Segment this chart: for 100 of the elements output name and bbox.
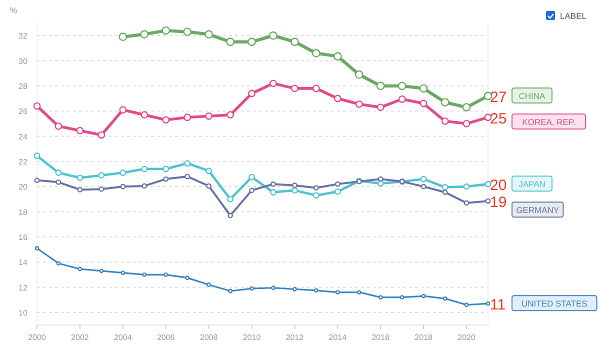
point <box>314 288 318 293</box>
point <box>462 103 471 112</box>
point <box>183 28 192 36</box>
point <box>463 183 470 190</box>
point <box>292 286 297 292</box>
point <box>250 286 254 291</box>
point <box>335 290 340 294</box>
point <box>420 176 427 182</box>
x-tick-label: 2002 <box>71 333 90 342</box>
point <box>271 286 276 290</box>
point <box>292 182 298 188</box>
point <box>464 200 470 206</box>
point <box>248 38 256 46</box>
data-label: 25 <box>490 110 507 128</box>
point <box>270 189 276 196</box>
x-tick-label: 2000 <box>28 333 46 342</box>
point <box>98 186 104 192</box>
point <box>312 84 320 92</box>
point <box>228 212 233 218</box>
point <box>98 172 105 178</box>
point <box>119 106 127 114</box>
point <box>376 82 385 90</box>
point <box>291 84 298 92</box>
point <box>420 100 428 108</box>
y-tick-label: 12 <box>18 283 28 292</box>
point <box>464 302 469 308</box>
x-tick-label: 2008 <box>200 333 218 342</box>
data-label: 19 <box>490 194 507 212</box>
point <box>77 187 83 192</box>
y-tick-label: 14 <box>18 258 28 268</box>
point <box>76 174 84 181</box>
point <box>55 170 62 176</box>
point <box>333 52 342 61</box>
y-tick-label: 22 <box>18 157 28 166</box>
point <box>34 178 40 183</box>
point <box>98 131 106 139</box>
point <box>486 301 490 306</box>
point <box>163 176 169 182</box>
point <box>378 176 384 182</box>
text: UNITED STATES <box>521 298 588 309</box>
point <box>141 166 148 172</box>
point <box>312 49 320 58</box>
point <box>270 181 276 187</box>
point <box>33 102 41 110</box>
point <box>248 174 255 180</box>
point <box>421 294 426 298</box>
point <box>120 170 126 176</box>
point <box>377 180 384 187</box>
point <box>355 100 363 108</box>
point <box>440 98 450 106</box>
point <box>420 184 426 190</box>
point <box>442 190 448 195</box>
point <box>227 196 234 202</box>
text: CHINA <box>518 90 546 101</box>
x-tick-label: 2016 <box>372 333 390 342</box>
point <box>226 38 234 46</box>
point <box>78 266 82 272</box>
point <box>248 90 256 98</box>
point <box>400 295 404 300</box>
y-tick-label: 26 <box>18 107 28 116</box>
point <box>120 270 126 275</box>
point <box>485 198 491 204</box>
point <box>270 80 277 88</box>
y-tick-label: 30 <box>18 56 28 66</box>
x-tick-label: 2010 <box>242 333 262 342</box>
point <box>441 117 449 125</box>
point <box>354 70 364 79</box>
point <box>118 32 128 42</box>
point <box>442 184 448 190</box>
point <box>292 187 298 194</box>
point <box>226 111 234 119</box>
text: KOREA, REP. <box>522 116 576 127</box>
text: GERMANY <box>516 205 560 216</box>
point <box>56 261 61 266</box>
point <box>140 111 148 119</box>
point <box>184 160 191 167</box>
text: JAPAN <box>518 179 546 190</box>
data-label: 27 <box>490 88 507 106</box>
y-tick-label: 32 <box>18 32 28 41</box>
x-tick-label: 2006 <box>156 333 176 342</box>
point <box>378 295 383 300</box>
point <box>120 184 126 190</box>
y-tick-label: 16 <box>18 232 28 242</box>
point <box>269 31 278 40</box>
point <box>206 183 212 189</box>
point <box>142 272 147 277</box>
point <box>142 183 148 189</box>
point <box>162 26 170 35</box>
point <box>34 152 40 159</box>
point <box>376 104 384 112</box>
point <box>54 122 62 130</box>
x-tick-label: 2004 <box>114 333 132 342</box>
y-tick-label: 18 <box>18 208 28 217</box>
point <box>206 168 212 174</box>
y-tick-label: 10 <box>18 308 28 318</box>
y-tick-label: 24 <box>18 132 28 142</box>
point <box>228 288 232 294</box>
point <box>205 112 213 120</box>
point <box>184 174 190 180</box>
point <box>185 276 190 280</box>
